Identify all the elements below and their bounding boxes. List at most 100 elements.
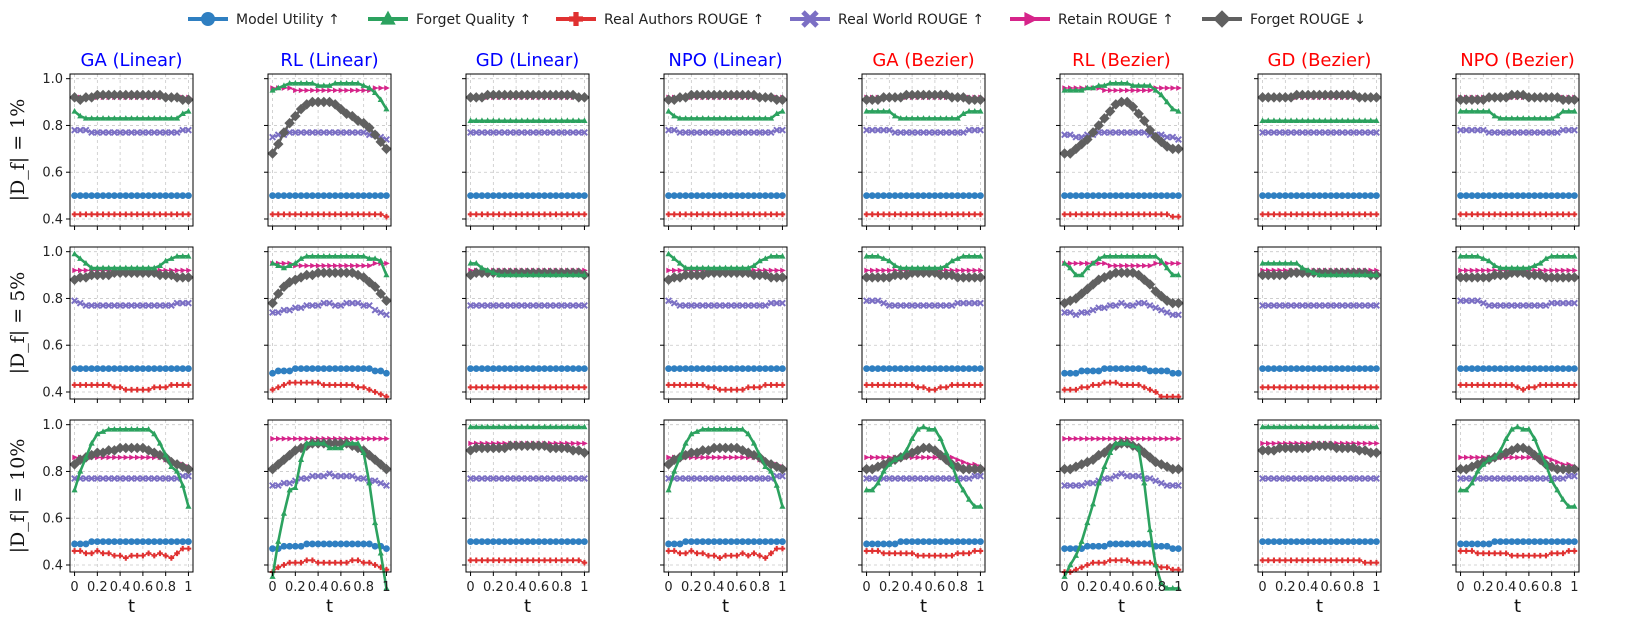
- data-point-ra: [1073, 211, 1079, 218]
- data-point-mu: [1152, 367, 1160, 375]
- data-point-mu: [1344, 365, 1352, 372]
- data-point-ra: [880, 382, 887, 388]
- data-point-rr: [870, 267, 876, 274]
- data-point-ra: [1328, 384, 1334, 391]
- data-point-fr: [1285, 442, 1297, 454]
- data-point-ra: [94, 382, 101, 388]
- data-point-ra: [179, 211, 186, 218]
- data-point-ra: [490, 557, 497, 564]
- data-point-ra: [779, 545, 786, 552]
- data-point-mu: [1316, 192, 1323, 200]
- data-point-ra: [1333, 211, 1340, 218]
- data-point-ra: [83, 382, 89, 388]
- data-point-mu: [1373, 538, 1380, 545]
- data-point-mu: [1129, 365, 1137, 372]
- data-point-fr: [867, 94, 878, 105]
- data-point-rw: [76, 299, 84, 307]
- data-point-mu: [139, 192, 147, 200]
- data-point-mu: [348, 192, 356, 200]
- data-point-fr: [771, 94, 782, 105]
- data-point-mu: [552, 192, 560, 200]
- data-point-mu: [1270, 365, 1278, 372]
- data-point-ra: [501, 211, 508, 218]
- data-point-mu: [1083, 192, 1091, 200]
- data-point-rw: [885, 301, 893, 309]
- data-point-rw: [880, 126, 888, 134]
- data-point-mu: [512, 365, 520, 372]
- data-point-rw: [1367, 474, 1375, 482]
- data-point-fq: [82, 115, 90, 121]
- series-fq: [269, 79, 390, 112]
- data-point-mu: [880, 540, 888, 548]
- data-point-ra: [711, 384, 717, 391]
- data-point-rw: [1531, 474, 1539, 482]
- data-point-rw: [1485, 474, 1493, 482]
- data-point-fq: [1485, 257, 1493, 264]
- data-point-mu: [868, 192, 876, 200]
- data-point-ra: [315, 211, 321, 218]
- data-point-fq: [671, 468, 678, 474]
- data-point-mu: [507, 365, 514, 372]
- data-point-mu: [1287, 365, 1295, 372]
- legend-marker-fr: [1213, 10, 1231, 28]
- x-axis-label: t: [524, 596, 531, 617]
- data-point-mu: [705, 365, 712, 372]
- data-point-mu: [954, 365, 962, 372]
- data-point-fr: [1319, 440, 1331, 451]
- data-point-fr: [663, 94, 674, 105]
- data-point-fr: [137, 89, 149, 101]
- data-point-rw: [1083, 479, 1091, 487]
- data-point-rw: [1542, 474, 1550, 482]
- data-point-rw: [1163, 481, 1171, 489]
- data-point-fr: [872, 272, 884, 283]
- data-point-mu: [948, 365, 956, 372]
- data-point-rr: [768, 267, 775, 274]
- data-point-mu: [1559, 538, 1567, 545]
- data-point-rw: [908, 474, 916, 482]
- data-point-rw: [1350, 128, 1358, 136]
- data-point-fq: [779, 108, 786, 114]
- data-point-rw: [1259, 301, 1267, 309]
- data-point-rw: [1361, 301, 1369, 309]
- data-point-fq: [99, 264, 107, 271]
- data-point-fq: [1146, 252, 1154, 259]
- data-point-rw: [297, 304, 305, 312]
- data-point-rr: [666, 267, 672, 274]
- data-point-fq: [1299, 423, 1306, 430]
- data-point-mu: [111, 192, 118, 200]
- data-point-ra: [94, 211, 101, 218]
- data-point-mu: [179, 192, 187, 200]
- column-title-5: GA (Bezier): [872, 50, 974, 71]
- data-point-mu: [710, 365, 718, 372]
- data-point-fq: [1520, 264, 1527, 271]
- data-point-mu: [546, 538, 554, 545]
- data-point-mu: [71, 365, 78, 372]
- panel-frame: [1455, 246, 1580, 400]
- data-point-rw: [1169, 133, 1177, 141]
- data-point-fq: [1072, 552, 1080, 558]
- data-point-fq: [156, 262, 164, 268]
- data-point-fq: [269, 260, 276, 266]
- data-point-ra: [326, 559, 333, 566]
- data-point-fq: [745, 430, 752, 437]
- data-point-rw: [1514, 474, 1521, 482]
- data-point-fr: [527, 89, 539, 101]
- data-point-ra: [1503, 550, 1509, 557]
- data-point-ra: [1526, 384, 1532, 391]
- data-point-fq: [874, 108, 882, 114]
- data-point-fq: [767, 115, 775, 121]
- data-point-rw: [710, 474, 718, 482]
- data-point-rw: [1118, 299, 1125, 307]
- data-point-ra: [949, 211, 955, 218]
- data-point-fq: [575, 271, 582, 278]
- data-point-ra: [570, 557, 576, 564]
- data-point-ra: [1265, 384, 1272, 391]
- data-point-fq: [315, 440, 322, 446]
- data-point-fr: [737, 89, 748, 101]
- data-point-ra: [151, 552, 158, 559]
- data-point-rw: [682, 128, 690, 136]
- data-point-rw: [1287, 474, 1295, 482]
- data-point-mu: [569, 192, 577, 200]
- data-point-rw: [167, 474, 175, 482]
- data-point-fq: [1474, 252, 1481, 259]
